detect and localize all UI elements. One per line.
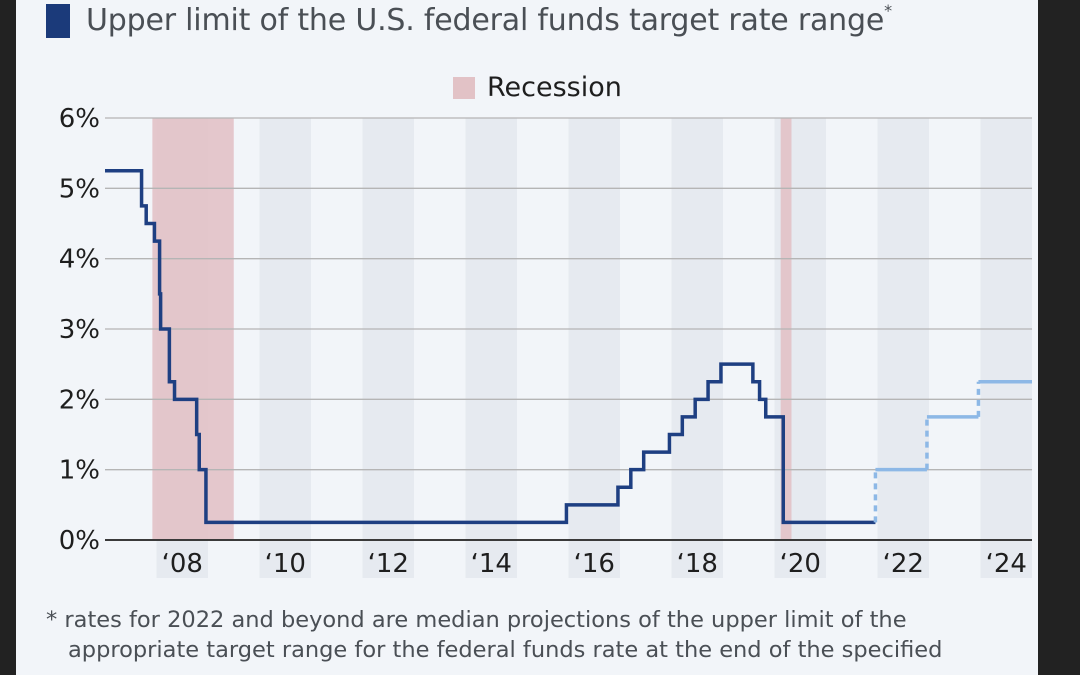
footnote-line-1: * rates for 2022 and beyond are median p… [46, 607, 907, 633]
chart-title-text: Upper limit of the U.S. federal funds ta… [86, 2, 885, 38]
actual-rate-line [105, 169, 876, 525]
x-tick-label: ‘12 [368, 549, 409, 579]
footnote-line-2: appropriate target range for the federal… [68, 637, 943, 663]
year-band [877, 118, 929, 578]
legend-swatch-recession [453, 76, 475, 99]
legend: Recession [453, 72, 622, 103]
footnote: * rates for 2022 and beyond are median p… [46, 605, 1026, 665]
year-band [362, 118, 414, 578]
y-tick-label: 0% [59, 526, 100, 556]
chart-header: Upper limit of the U.S. federal funds ta… [46, 0, 892, 48]
x-tick-label: ‘20 [780, 549, 821, 579]
y-tick-label: 6% [59, 104, 100, 134]
x-tick-label: ‘10 [265, 549, 306, 579]
title-accent-bar [46, 4, 70, 38]
x-tick-label: ‘08 [162, 549, 203, 579]
year-band [980, 118, 1032, 578]
rate-chart: 0% 1% 2% 3% 4% 5% 6% ‘08 ‘10 ‘12 ‘14 ‘16 ‘18 ‘20 ‘22 ‘2… [59, 104, 1032, 579]
y-tick-label: 3% [59, 315, 100, 345]
year-band [465, 118, 517, 578]
chart-title: Upper limit of the U.S. federal funds ta… [86, 0, 892, 38]
x-tick-label: ‘24 [986, 549, 1027, 579]
year-band [671, 118, 723, 578]
y-tick-label: 1% [59, 456, 100, 486]
y-tick-label: 5% [59, 174, 100, 204]
title-footnote-marker: * [884, 0, 892, 20]
y-tick-label: 2% [59, 385, 100, 415]
x-tick-label: ‘16 [574, 549, 615, 579]
x-tick-label: ‘22 [883, 549, 924, 579]
year-band [259, 118, 311, 578]
y-tick-label: 4% [59, 245, 100, 275]
legend-label-recession: Recession [487, 72, 622, 103]
x-tick-label: ‘18 [677, 549, 718, 579]
x-tick-label: ‘14 [471, 549, 512, 579]
year-band [568, 118, 620, 578]
